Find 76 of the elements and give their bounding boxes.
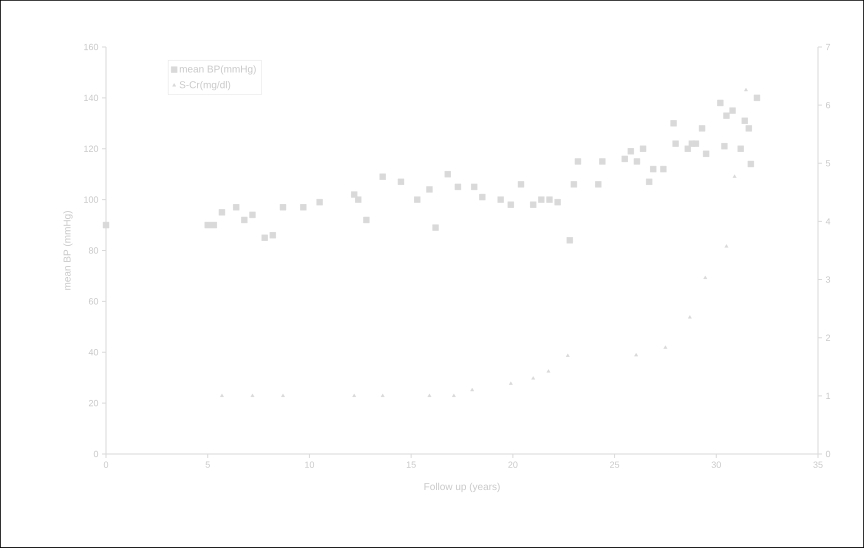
point <box>452 394 456 398</box>
point <box>379 174 386 180</box>
point <box>204 222 211 228</box>
point <box>570 181 578 188</box>
point <box>432 224 439 231</box>
point <box>102 222 110 228</box>
point <box>380 394 385 398</box>
point <box>595 181 602 188</box>
point <box>721 142 728 150</box>
point <box>546 196 553 203</box>
point <box>703 276 708 280</box>
point <box>692 140 700 147</box>
point <box>210 222 218 228</box>
point <box>566 354 570 357</box>
point <box>622 156 628 162</box>
point <box>261 234 268 241</box>
point <box>233 204 240 210</box>
point <box>748 160 754 168</box>
point <box>723 112 730 119</box>
point <box>530 202 536 208</box>
point <box>732 174 737 178</box>
point <box>599 158 606 165</box>
point <box>270 232 276 238</box>
point <box>250 394 254 398</box>
point <box>241 216 248 224</box>
point <box>737 146 744 152</box>
point <box>454 184 462 190</box>
point <box>426 186 433 193</box>
point <box>640 146 646 152</box>
point <box>352 394 356 398</box>
point <box>650 166 656 172</box>
point <box>724 244 728 248</box>
point <box>664 345 668 349</box>
point <box>729 107 736 114</box>
point <box>660 166 667 172</box>
point <box>220 394 224 398</box>
point <box>218 209 226 216</box>
point <box>744 88 748 92</box>
point <box>249 212 256 218</box>
point <box>754 94 760 102</box>
point <box>398 178 404 186</box>
point <box>746 125 752 132</box>
point <box>363 216 370 224</box>
point <box>634 158 640 165</box>
point <box>702 150 710 158</box>
point <box>508 202 514 208</box>
point <box>281 394 285 398</box>
point <box>508 381 513 385</box>
point <box>300 204 307 210</box>
point <box>634 352 638 356</box>
point <box>574 158 582 165</box>
point <box>698 125 706 132</box>
point <box>628 148 634 154</box>
point <box>355 196 362 203</box>
point <box>444 170 451 178</box>
point <box>546 369 550 373</box>
point <box>316 198 323 206</box>
point <box>742 118 748 124</box>
point <box>672 140 679 147</box>
point <box>688 315 692 319</box>
point <box>350 191 358 198</box>
point <box>518 181 524 188</box>
point <box>470 388 474 392</box>
point <box>280 204 286 210</box>
point <box>414 196 420 203</box>
point <box>428 394 432 398</box>
point <box>479 194 486 200</box>
point <box>497 196 504 203</box>
point <box>538 196 545 203</box>
point <box>554 198 561 206</box>
point <box>646 178 652 186</box>
point <box>531 376 536 380</box>
point <box>670 120 677 126</box>
point <box>471 184 478 190</box>
point <box>717 100 724 106</box>
point <box>566 237 574 244</box>
